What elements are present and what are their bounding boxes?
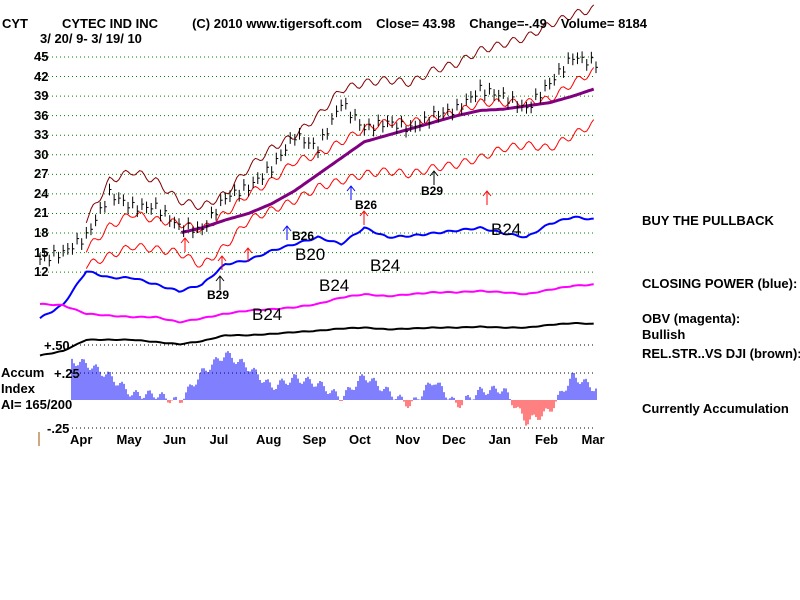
x-tick-label: Jun: [163, 432, 187, 447]
signal-b24: B24: [319, 276, 350, 295]
obv-state: Bullish: [642, 327, 686, 342]
signal-b24: B24: [252, 305, 283, 324]
signal-arrow-icon: [282, 225, 292, 240]
obv-label: OBV (magenta):: [642, 311, 741, 326]
y-tick-label: 12: [34, 264, 49, 280]
y-tick-label: 30: [34, 146, 49, 162]
accum-title: Accum: [1, 365, 45, 380]
accum-status: Currently Accumulation: [642, 401, 789, 416]
volume-value: Volume= 8184: [560, 16, 647, 31]
y-tick-label: 15: [34, 244, 49, 260]
close-value: Close= 43.98: [376, 16, 456, 31]
signal-arrow-icon: [180, 237, 190, 252]
y-tick-label: 24: [34, 185, 49, 201]
accum-title2: Index: [1, 381, 35, 396]
y-tick-label: 45: [34, 49, 49, 64]
signal-b20: B20: [295, 245, 326, 264]
y-tick-label: 42: [34, 68, 49, 84]
x-tick-label: Dec: [442, 432, 466, 447]
x-tick-label: Nov: [395, 432, 421, 447]
change-value: Change=-.49: [469, 16, 547, 31]
signal-b24: B24: [370, 256, 401, 275]
relstr-label: REL.STR..VS DJI (brown):: [642, 346, 800, 361]
copyright: (C) 2010 www.tigersoft.com: [192, 16, 363, 31]
signal-b29: B29: [421, 184, 444, 198]
company-name: CYTEC IND INC: [62, 16, 159, 31]
x-tick-label: Aug: [256, 432, 282, 447]
cp-label: CLOSING POWER (blue):: [642, 276, 798, 291]
y-tick-label: 18: [34, 225, 49, 241]
y-tick-label: 27: [34, 166, 49, 182]
signal-arrow-icon: [217, 255, 227, 270]
signal-b24: B24: [491, 220, 522, 239]
x-tick-label: Sep: [302, 432, 327, 447]
ma-line: [180, 87, 595, 234]
upper-band-line: [85, 4, 595, 224]
x-tick-label: Jan: [488, 432, 511, 447]
signal-arrow-icon: [359, 210, 369, 225]
ai-value: AI= 165/200: [1, 397, 73, 412]
relstr-line: [39, 322, 594, 357]
signal-b29: B29: [207, 288, 230, 302]
signal-arrow-icon: [215, 275, 225, 290]
y-tick-label: 33: [34, 127, 49, 143]
upper-21day-band-line: [85, 67, 595, 253]
signal-b26: B26: [292, 229, 315, 243]
signal-b26: B26: [355, 198, 378, 212]
date-range: 3/ 20/ 9- 3/ 19/ 10: [40, 31, 142, 46]
accum-tick-p25: +.25: [54, 366, 80, 381]
signal-arrow-icon: [346, 185, 356, 200]
x-tick-label: Mar: [581, 432, 605, 447]
x-tick-label: Apr: [70, 432, 93, 447]
x-tick-label: Feb: [535, 432, 559, 447]
signal-arrow-icon: [482, 190, 492, 205]
x-tick-label: May: [116, 432, 142, 447]
accum-tick-m25: -.25: [47, 421, 70, 436]
closing-power-line: [39, 215, 594, 320]
lower-band-line: [85, 119, 595, 269]
buy-label: BUY THE PULLBACK: [642, 213, 774, 228]
signal-arrow-icon: [243, 247, 253, 262]
ticker: CYT: [2, 16, 28, 31]
y-tick-label: 36: [34, 107, 49, 123]
x-tick-label: Oct: [349, 432, 371, 447]
accum-tick-p50: +.50: [44, 338, 70, 353]
x-tick-label: Jul: [209, 432, 229, 447]
obv-line: [39, 283, 594, 324]
header: CYT CYTEC IND INC (C) 2010 www.tigersoft…: [2, 16, 647, 31]
y-tick-label: 21: [34, 205, 49, 221]
y-tick-label: 39: [34, 88, 49, 104]
signal-arrow-icon: [429, 170, 439, 185]
